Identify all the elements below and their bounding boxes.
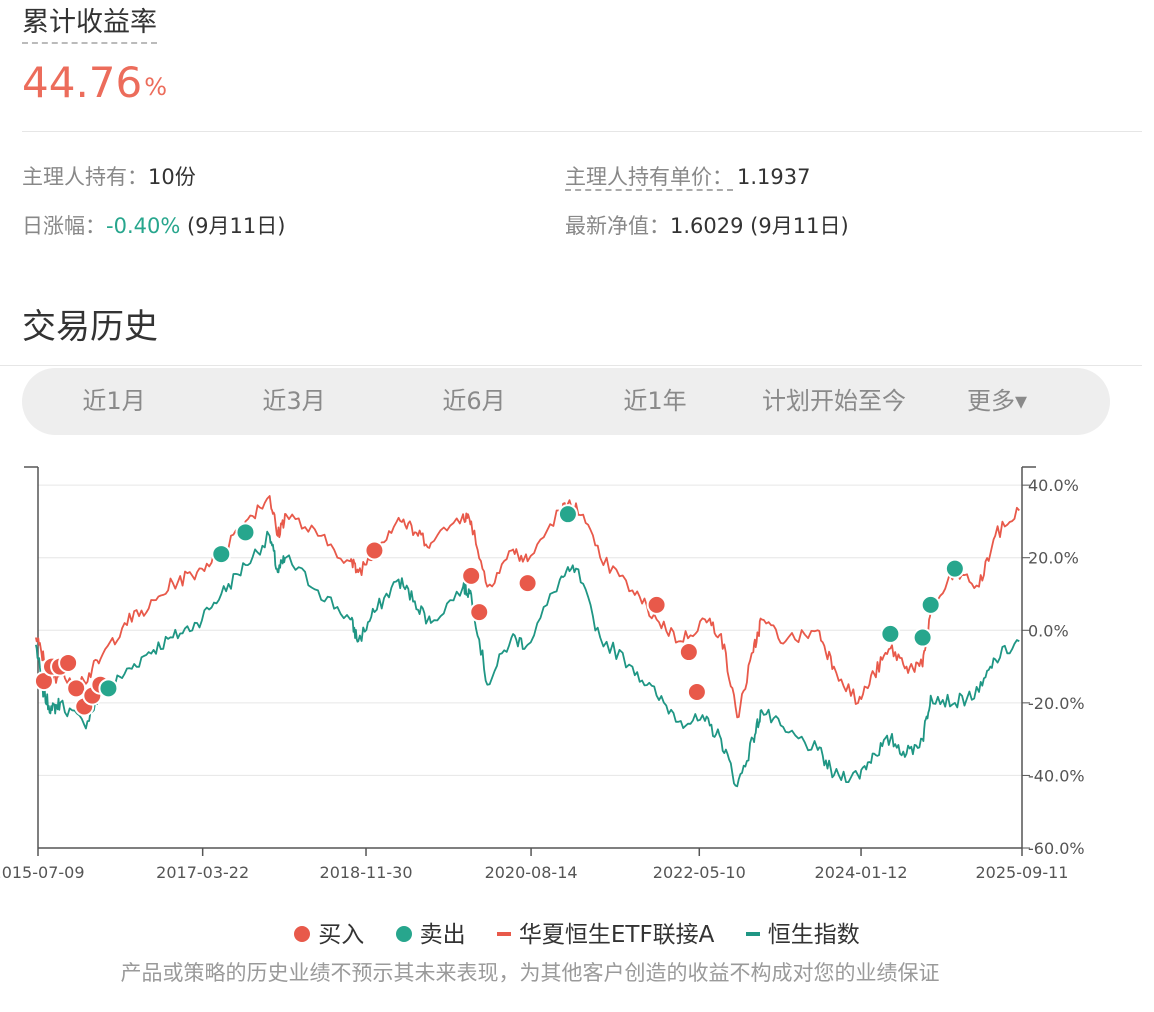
buy-marker <box>461 565 482 586</box>
buy-marker <box>646 594 667 615</box>
buy-dot-icon <box>294 925 311 942</box>
latest-nav-date: (9月11日) <box>750 214 849 238</box>
sell-marker <box>920 594 941 615</box>
legend-buy[interactable]: 买入 <box>294 915 364 949</box>
latest-nav-row: 最新净值：1.6029 (9月11日) <box>565 211 849 241</box>
y-tick-label: -40.0% <box>1028 766 1085 785</box>
buy-marker <box>469 602 490 623</box>
x-tick-label: 2018-11-30 <box>320 863 413 882</box>
manager-unit-price-label[interactable]: 主理人持有单价： <box>565 165 733 191</box>
trade-history-title: 交易历史 <box>22 307 158 347</box>
manager-unit-price-row: 主理人持有单价： 1.1937 <box>565 162 810 192</box>
return-unit: % <box>144 73 168 101</box>
tab-3-month[interactable]: 近3月 <box>262 387 326 415</box>
manager-unit-price-value: 1.1937 <box>737 165 811 189</box>
legend-index[interactable]: 恒生指数 <box>745 915 860 949</box>
x-tick-label: 2020-08-14 <box>485 863 578 882</box>
buy-marker <box>364 540 385 561</box>
index-line-icon <box>745 931 760 936</box>
tab-1-month[interactable]: 近1月 <box>82 387 146 415</box>
fund-line-icon <box>496 931 511 936</box>
legend-sell[interactable]: 卖出 <box>395 915 466 949</box>
sell-marker <box>211 544 232 565</box>
latest-nav-value: 1.6029 <box>670 214 744 238</box>
tab-6-month[interactable]: 近6月 <box>442 387 506 415</box>
manager-hold-row: 主理人持有：10份 <box>22 162 196 192</box>
sell-marker <box>235 522 256 543</box>
daily-change-value: -0.40% <box>106 214 181 238</box>
buy-marker <box>66 678 87 699</box>
y-tick-label: 20.0% <box>1028 549 1079 568</box>
manager-hold-value: 10份 <box>148 165 196 189</box>
legend-fund[interactable]: 华夏恒生ETF联接A <box>496 915 714 949</box>
sell-marker <box>912 627 933 648</box>
sell-marker <box>944 558 965 579</box>
x-tick-label: 2025-09-11 <box>976 863 1069 882</box>
y-tick-label: -60.0% <box>1028 839 1085 858</box>
period-tabs: 近1月 近3月 近6月 近1年 计划开始至今 更多▾ <box>22 368 1110 435</box>
y-tick-label: -20.0% <box>1028 694 1085 713</box>
buy-marker <box>517 573 538 594</box>
divider <box>22 131 1142 132</box>
sell-dot-icon <box>395 925 412 942</box>
cumulative-return-value: 44.76% <box>22 56 167 110</box>
x-tick-label: 2015-07-09 <box>0 863 84 882</box>
fund-series-line <box>35 495 1020 719</box>
y-tick-label: 0.0% <box>1028 621 1069 640</box>
sell-marker <box>557 504 578 525</box>
daily-change-row: 日涨幅：-0.40% (9月11日) <box>22 211 285 241</box>
tab-since-plan-start[interactable]: 计划开始至今 <box>762 387 906 415</box>
daily-change-date: (9月11日) <box>186 214 286 238</box>
index-series-line <box>35 530 1020 788</box>
buy-marker <box>686 681 707 702</box>
sell-marker <box>98 678 119 699</box>
divider <box>0 365 1142 366</box>
daily-change-label: 日涨幅： <box>22 214 106 238</box>
return-chart: 40.0% 20.0% 0.0% -20.0% -40.0% -60.0% 2015-07-… <box>0 466 1085 882</box>
disclaimer-text: 产品或策略的历史业绩不预示其未来表现，为其他客户创造的收益不构成对您的业绩保证 <box>120 961 940 985</box>
buy-marker <box>678 642 699 663</box>
manager-hold-label: 主理人持有： <box>22 165 148 189</box>
x-tick-label: 2022-05-10 <box>653 863 746 882</box>
x-tick-label: 2024-01-12 <box>815 863 908 882</box>
buy-marker <box>58 652 79 673</box>
y-tick-label: 40.0% <box>1028 476 1079 495</box>
tab-1-year[interactable]: 近1年 <box>623 387 687 415</box>
return-number: 44.76 <box>22 58 143 107</box>
cumulative-return-title[interactable]: 累计收益率 <box>22 4 157 44</box>
x-tick-label: 2017-03-22 <box>156 863 249 882</box>
sell-marker <box>880 623 901 644</box>
latest-nav-label: 最新净值： <box>565 214 670 238</box>
tab-more-dropdown[interactable]: 更多▾ <box>966 387 1028 415</box>
chart-legend: 买入 卖出 华夏恒生ETF联接A 恒生指数 <box>0 915 1154 949</box>
